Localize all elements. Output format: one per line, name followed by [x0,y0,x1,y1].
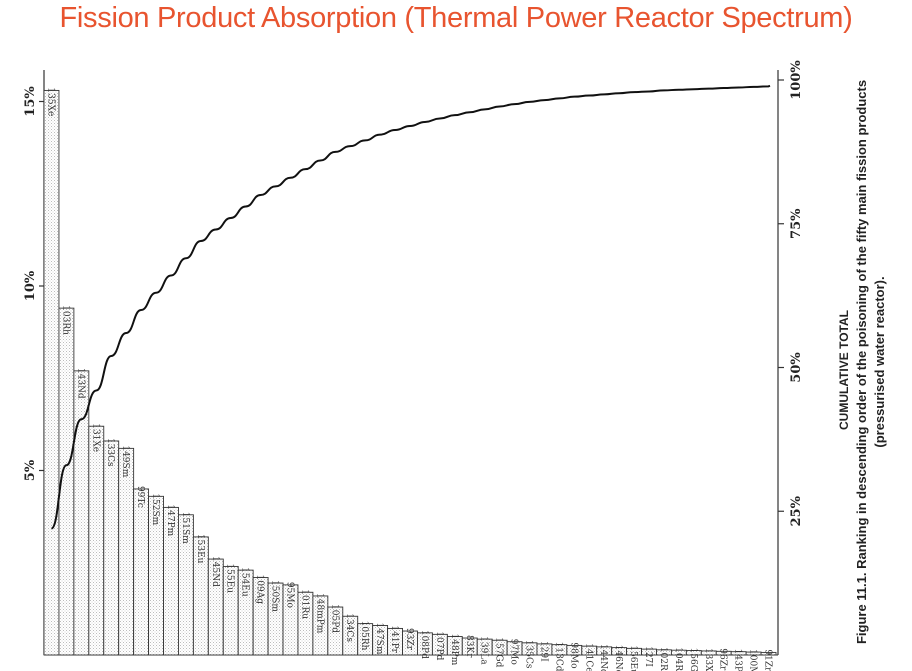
right-axis-tick-label: 100% [789,60,804,100]
right-axis-tick-label: 50% [789,352,804,383]
left-axis-tick-label: 10% [23,270,38,301]
bar-label: 97Mo [509,639,519,665]
bar-label: 149Sm [120,445,130,477]
bar [88,425,105,656]
figure-caption-line-1: Figure 11.1. Ranking in descending order… [854,80,869,644]
bar-label: 148mPm [314,593,324,634]
bar-label: 135Cs [524,640,534,669]
bar-label: 91Zr [763,649,773,671]
bar [43,89,60,656]
bar-label: 83Kr [464,635,474,658]
bar-label: 104Ru [673,647,683,671]
bar-label: 152Sm [150,493,160,525]
bar-label: 107Pd [434,631,444,660]
bar-label: 133Cs [105,438,115,467]
bar-label: 143Nd [75,368,85,399]
bar-label: 151Sm [180,512,190,544]
bar-label: 135Xe [45,87,55,116]
bar-label: 113Cd [553,642,563,671]
bar [760,651,777,656]
left-axis-tick-label: 5% [23,459,38,481]
bar-label: 141Pr [389,625,399,653]
bar-label: 95Mo [284,582,294,608]
bar-label: 154Eu [240,567,250,597]
bar-label: 98Mo [568,642,578,668]
bar-label: 129I [538,641,548,662]
bar-label: 148Pm [449,634,459,666]
bar-label: 99Tc [135,486,145,508]
bar-label: 157Gd [494,637,504,667]
bar-label: 156Gd [688,648,698,671]
bar-label: 141Ce [583,643,593,671]
bar-label: 139La [479,636,489,665]
right-axis: 25% 50% 75% 100% [777,60,804,655]
bar-label: 100Mo [748,649,758,671]
bar-label: 102Ru [658,647,668,671]
right-axis-tick-label: 75% [789,208,804,239]
bar-label: 145Nd [210,556,220,587]
bar-label: 155Eu [225,563,235,593]
bar-label: 150Sm [270,580,280,612]
cumulative-total-line [50,84,771,530]
bar-label: 146Nd [613,645,623,671]
bar-label: 147Sm [374,622,384,654]
bar-label: 105Rh [359,621,369,651]
bar-label: 147Pm [165,504,175,536]
bar-label: 127I [643,646,653,667]
bar-label: 131Xe [90,423,100,452]
bar-label: 108Pd [419,630,429,659]
bars [43,89,777,656]
bar-label: 143Pr [733,649,743,671]
bar-label: 101Ru [299,589,309,619]
bar-label: 134Cs [344,613,354,642]
bar-label: 96Zr [718,648,728,671]
bar-labels: 135Xe 103Rh 143Nd 131Xe 133Cs 149Sm 99Tc 152Sm 1… [45,87,772,671]
bar [133,488,150,656]
bar [103,440,120,656]
bar-label: 109Ag [255,575,265,605]
bar-label: 93Zr [404,628,414,651]
bar-label: 133Xe [703,648,713,671]
bar [118,447,135,656]
bar-label: 105Pd [329,604,339,633]
left-axis-tick-label: 15% [23,86,38,117]
bar-label: 156Eu [628,645,638,671]
right-axis-tick-label: 25% [789,495,804,526]
bar-label: 153Eu [195,534,205,564]
figure-caption-line-2: (pressurised water reactor). [872,276,887,447]
chart-title: Fission Product Absorption (Thermal Powe… [59,2,853,34]
cumulative-total-label: CUMULATIVE TOTAL [837,310,851,430]
bar-label: 103Rh [60,305,70,335]
bar-label: 144Nd [598,644,608,671]
